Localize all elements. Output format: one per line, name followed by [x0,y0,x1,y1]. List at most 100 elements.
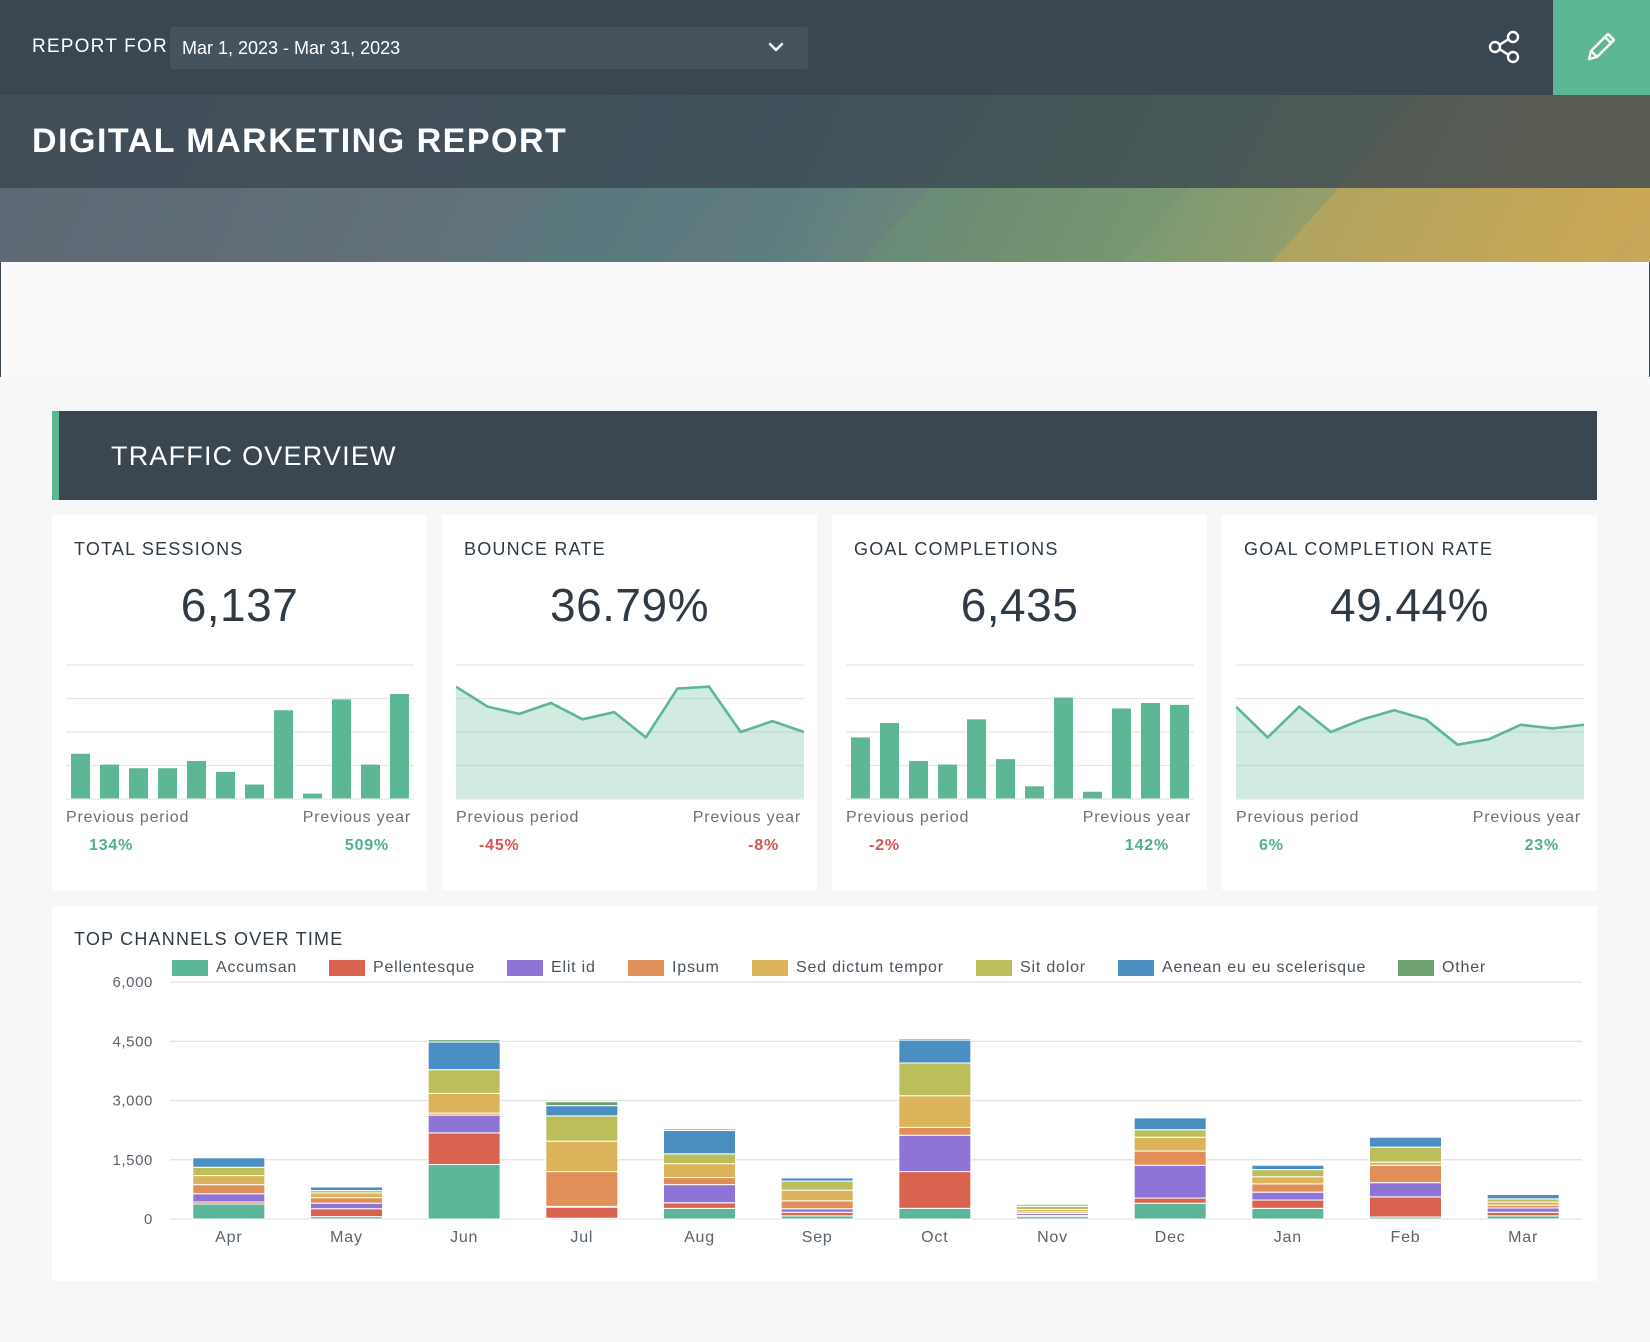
stacked-bar-segment [192,1175,266,1186]
stacked-bar-segment [310,1192,383,1199]
kpi-label: GOAL COMPLETIONS [854,539,1059,559]
kpi-value: 36.79% [549,579,709,631]
stacked-bar-segment [663,1163,736,1179]
legend-swatch [628,960,664,976]
stacked-bar-segment [192,1184,266,1195]
sparkline-area [456,686,804,799]
section-title: TRAFFIC OVERVIEW [111,441,397,471]
stacked-bar-segment [1016,1203,1089,1206]
date-range-value: Mar 1, 2023 - Mar 31, 2023 [182,38,401,58]
stacked-bar-segment [1133,1164,1207,1199]
stacked-bar-segment [1369,1164,1442,1184]
stacked-bar-segment [1133,1117,1207,1131]
stacked-bar-segment [780,1211,854,1217]
x-tick-label: Aug [684,1229,715,1246]
stacked-bar-segment [898,1126,972,1136]
x-tick-label: Oct [921,1229,948,1246]
legend-label: Pellentesque [373,959,476,976]
y-tick-label: 0 [144,1211,153,1228]
stacked-bar-segment [427,1092,501,1114]
sparkline-line [456,685,804,739]
previous-year-label: Previous year [1082,809,1191,826]
x-tick-label: May [330,1229,363,1246]
stacked-bar-segment [310,1186,383,1192]
kpi-card-goal-completions: GOAL COMPLETIONS 6,435 Previous period P… [832,515,1207,890]
stacked-bar-segment [1133,1150,1207,1166]
stacked-bar-segment [1251,1191,1325,1201]
y-tick-label: 1,500 [112,1152,153,1169]
sparkline-bar [100,764,119,799]
y-tick-label: 4,500 [112,1033,153,1050]
sparkline-line [1236,705,1584,746]
stacked-bar-segment [663,1184,736,1204]
stacked-bar-segment [427,1039,501,1043]
previous-period-change: -45% [479,837,520,854]
page-title: DIGITAL MARKETING REPORT [32,122,568,160]
sparkline-bar [996,759,1015,799]
previous-period-label: Previous period [66,809,190,826]
stacked-bar-segment [427,1069,501,1094]
kpi-label: GOAL COMPLETION RATE [1244,539,1494,559]
stacked-bar-segment [427,1114,501,1134]
stacked-bar-segment [898,1134,972,1173]
sparkline-bar [1141,703,1160,799]
stacked-bar-segment [663,1177,736,1186]
stacked-bar-segment [427,1041,501,1071]
stacked-bar-segment [545,1105,619,1117]
legend-swatch [976,960,1012,976]
stacked-bar-segment [898,1207,972,1220]
stacked-bar-segment [1369,1136,1442,1148]
x-tick-label: Sep [802,1229,833,1246]
stacked-bar-segment [663,1207,736,1220]
legend-swatch [329,960,365,976]
previous-period-label: Previous period [456,809,580,826]
stacked-bar-segment [1486,1194,1560,1200]
stacked-bar-segment [310,1208,383,1218]
previous-year-change: 23% [1524,837,1559,854]
previous-period-change: 134% [89,837,134,854]
edit-button[interactable] [1553,0,1650,95]
stacked-bar-segment [1486,1207,1560,1213]
legend-swatch [507,960,543,976]
stacked-bar-segment [663,1130,736,1155]
header-spacer [0,262,1650,377]
report-header: REPORT FOR Mar 1, 2023 - Mar 31, 2023 DI… [0,0,1650,262]
x-tick-label: Mar [1508,1229,1538,1246]
sparkline-bar [216,771,235,799]
previous-year-label: Previous year [692,809,801,826]
stacked-bar-segment [192,1166,266,1177]
x-tick-label: Jun [450,1229,478,1246]
sparkline-chart [66,664,414,800]
previous-period-change: 6% [1259,837,1284,854]
stacked-bar-segment [1369,1146,1442,1163]
share-icon[interactable] [1486,28,1524,66]
stacked-bar-segment [780,1180,854,1191]
legend-swatch [752,960,788,976]
stacked-bar-segment [310,1202,383,1210]
stacked-bar-segment [1369,1182,1442,1198]
stacked-bar-segment [1251,1176,1325,1185]
top-bar: REPORT FOR Mar 1, 2023 - Mar 31, 2023 [0,0,1553,95]
date-range-select[interactable]: Mar 1, 2023 - Mar 31, 2023 [170,27,808,69]
kpi-label: TOTAL SESSIONS [74,539,244,559]
stacked-bar-segment [1133,1197,1207,1204]
stacked-bar-segment [310,1197,383,1204]
top-channels-chart-card: 6,000 4,500 3,000 1,500 0 Apr May Jun Jul Aug Sep O… [52,906,1597,1281]
sparkline-bar [1054,697,1073,799]
sparkline-bar [1170,704,1189,799]
legend-swatch [1118,960,1154,976]
x-tick-label: Jul [570,1229,593,1246]
stacked-bar-segment [545,1101,619,1107]
kpi-card-bounce-rate: BOUNCE RATE 36.79% Previous period Previ… [442,515,817,890]
legend-label: Other [1442,959,1487,976]
sparkline-bar [1112,708,1131,799]
legend-label: Aenean eu eu scelerisque [1162,959,1367,976]
previous-period-label: Previous period [1236,809,1360,826]
legend-label: Sed dictum tempor [796,959,944,976]
sparkline-bar [1025,786,1044,799]
kpi-card-goal-completion-rate: GOAL COMPLETION RATE 49.44% Previous per… [1222,515,1597,890]
sparkline-bar [274,710,293,799]
previous-year-label: Previous year [1472,809,1581,826]
stacked-bar-segment [898,1037,972,1041]
title-bar: DIGITAL MARKETING REPORT [0,95,1650,188]
